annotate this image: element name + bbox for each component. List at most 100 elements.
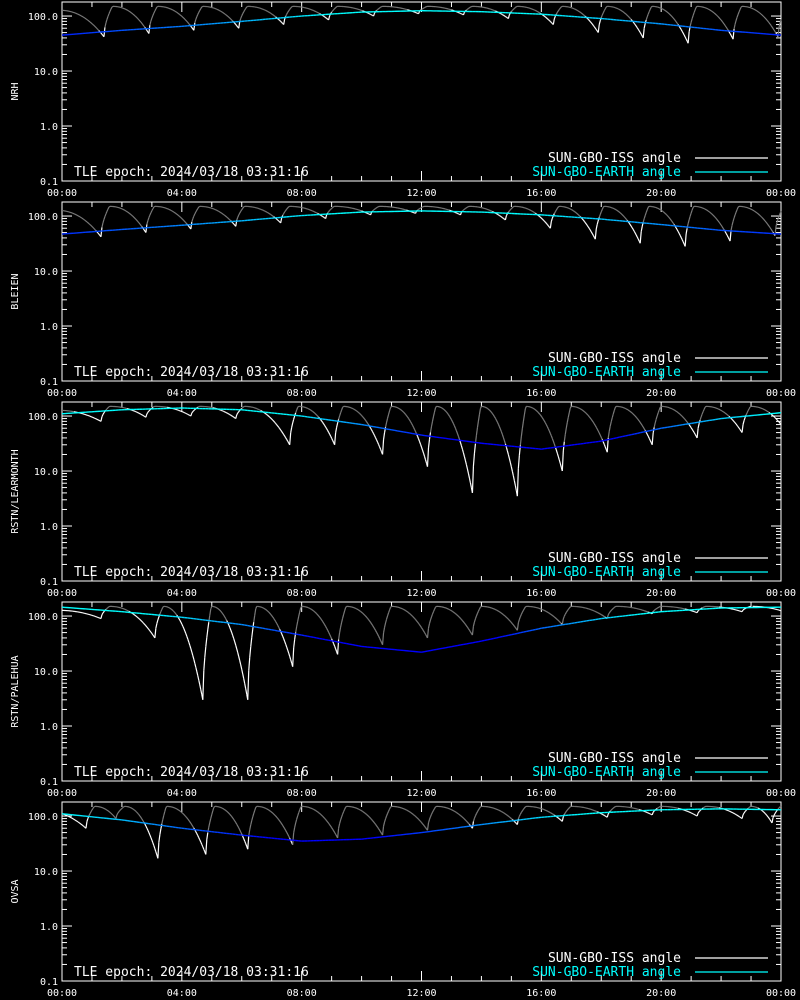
iss-angle-segment (225, 215, 228, 218)
iss-angle-segment (682, 416, 685, 419)
iss-angle-segment (272, 616, 275, 619)
iss-angle-segment (684, 419, 687, 422)
iss-angle-segment (579, 408, 582, 410)
iss-angle-segment (737, 426, 740, 429)
iss-angle-segment (323, 622, 326, 625)
iss-angle-segment (144, 624, 147, 627)
iss-angle-segment (107, 606, 110, 608)
iss-angle-segment (500, 215, 502, 218)
iss-angle-segment (251, 629, 254, 638)
iss-angle-segment (88, 223, 91, 225)
iss-angle-segment (238, 410, 241, 413)
iss-angle-segment (105, 408, 108, 411)
iss-angle-segment (773, 29, 776, 32)
iss-angle-segment (342, 614, 345, 619)
y-tick-label: 0.1 (40, 177, 58, 188)
iss-angle-segment (655, 415, 658, 420)
iss-angle-segment (521, 421, 524, 429)
iss-angle-segment (388, 407, 392, 412)
iss-angle-segment (756, 10, 759, 13)
iss-angle-segment (445, 410, 447, 413)
iss-angle-segment (359, 413, 362, 415)
iss-angle-segment (755, 9, 758, 12)
series-sun-gbo-earth (61, 407, 782, 450)
iss-angle-segment (221, 612, 224, 615)
iss-angle-segment (547, 225, 550, 228)
legend-label: SUN-GBO-ISS angle (548, 751, 681, 766)
iss-angle-segment (187, 818, 190, 821)
iss-angle-segment (715, 14, 718, 17)
iss-angle-segment (102, 611, 105, 614)
iss-angle-segment (583, 220, 586, 223)
iss-angle-segment (431, 810, 435, 813)
iss-angle-segment (370, 817, 373, 820)
earth-angle-segment (427, 649, 431, 652)
iss-angle-segment (709, 9, 712, 12)
iss-angle-segment (552, 813, 555, 816)
iss-angle-segment (184, 630, 187, 634)
iss-angle-segment (555, 618, 558, 620)
iss-angle-segment (144, 823, 147, 827)
iss-angle-segment (176, 808, 179, 811)
iss-angle-segment (462, 816, 464, 819)
iss-angle-segment (672, 408, 675, 411)
iss-angle-segment (380, 6, 382, 8)
iss-angle-segment (446, 412, 449, 415)
iss-angle-segment (153, 845, 156, 849)
iss-angle-segment (218, 210, 221, 213)
y-tick-label: 100.0 (28, 612, 58, 623)
iss-angle-segment (671, 221, 674, 224)
iss-angle-segment (460, 617, 462, 620)
iss-angle-segment (411, 812, 413, 815)
earth-angle-segment (409, 432, 413, 435)
iss-angle-segment (110, 812, 113, 815)
iss-angle-segment (141, 414, 144, 416)
earth-angle-segment (247, 624, 251, 627)
iss-angle-segment (186, 817, 189, 820)
iss-angle-segment (546, 426, 549, 430)
earth-angle-segment (415, 433, 419, 436)
iss-angle-segment (498, 426, 501, 430)
iss-angle-segment (109, 9, 112, 12)
iss-angle-segment (284, 828, 287, 831)
iss-angle-segment (668, 13, 671, 16)
iss-angle-segment (278, 220, 281, 223)
iss-angle-segment (671, 16, 674, 19)
iss-angle-segment (420, 820, 422, 823)
iss-angle-segment (356, 608, 358, 610)
iss-angle-segment (92, 227, 95, 229)
iss-angle-segment (250, 637, 253, 647)
iss-angle-segment (511, 623, 514, 626)
iss-angle-segment (376, 631, 379, 635)
iss-angle-segment (681, 30, 684, 34)
iss-angle-segment (474, 813, 477, 817)
iss-angle-segment (717, 16, 720, 19)
iss-angle-segment (718, 408, 721, 411)
iss-angle-segment (738, 9, 741, 13)
iss-angle-segment (617, 210, 620, 213)
iss-angle-segment (641, 425, 644, 428)
iss-angle-segment (92, 806, 95, 809)
iss-angle-segment (148, 25, 151, 34)
iss-angle-segment (182, 813, 185, 815)
iss-angle-segment (622, 215, 625, 218)
iss-angle-segment (457, 436, 461, 440)
iss-angle-segment (689, 22, 692, 27)
iss-angle-segment (404, 609, 406, 612)
iss-angle-segment (694, 7, 697, 11)
earth-angle-segment (421, 650, 425, 653)
iss-angle-segment (364, 614, 367, 617)
tle-epoch-note: TLE epoch: 2024/03/18 03:31:16 (74, 165, 309, 180)
iss-angle-segment (379, 6, 381, 9)
iss-angle-segment (137, 221, 140, 224)
earth-angle-segment (334, 640, 338, 643)
earth-angle-segment (304, 634, 308, 637)
iss-angle-segment (199, 8, 202, 11)
iss-angle-segment (264, 608, 267, 611)
iss-angle-segment (599, 434, 602, 438)
iss-angle-segment (657, 606, 660, 609)
iss-angle-segment (399, 408, 401, 411)
iss-angle-segment (421, 628, 425, 632)
iss-angle-segment (465, 820, 468, 823)
iss-angle-segment (600, 209, 603, 213)
